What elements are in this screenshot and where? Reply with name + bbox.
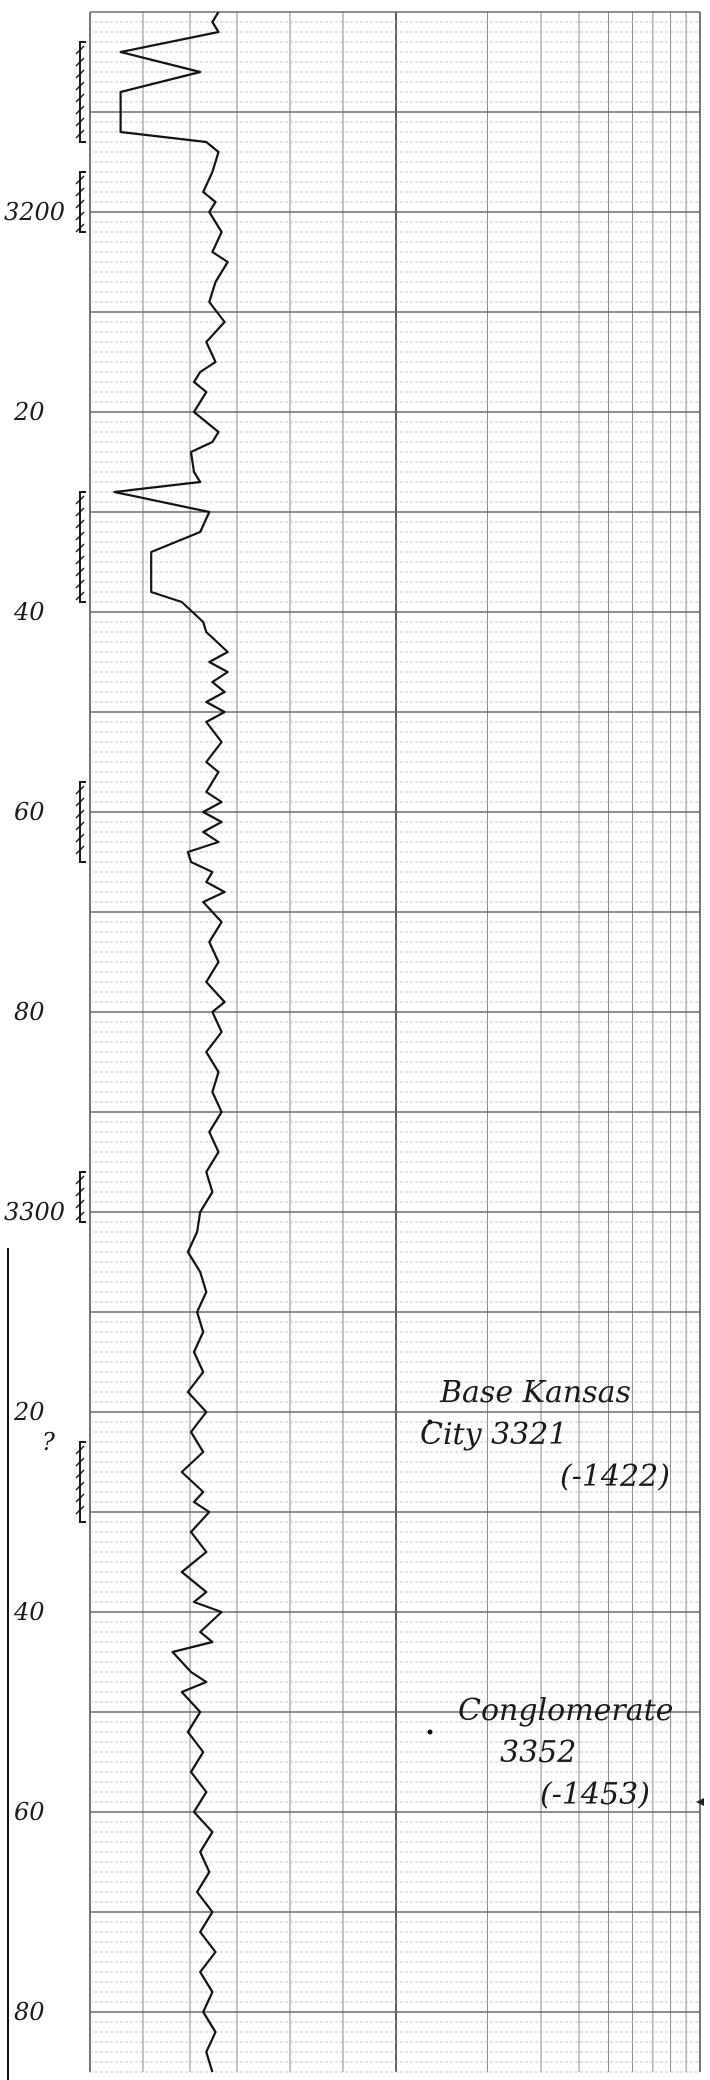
bracket-hatch	[75, 591, 85, 601]
depth-tick-label: 40	[13, 1598, 45, 1626]
question-mark-label: ?	[42, 1428, 55, 1456]
interval-bracket	[79, 1441, 86, 1523]
bracket-hatch	[75, 1505, 85, 1515]
bracket-hatch	[75, 519, 85, 529]
formation-top-dot	[427, 1419, 433, 1425]
bracket-hatch	[75, 1175, 85, 1185]
bracket-hatch	[75, 797, 85, 807]
depth-tick-label: 3300	[4, 1198, 65, 1226]
bracket-hatch	[75, 187, 85, 197]
bracket-hatch	[75, 531, 85, 541]
annotation-line: 3352	[500, 1735, 576, 1770]
depth-axis-labels: 3200 20 40 60 80 3300 20 40 60 80?	[4, 198, 65, 2026]
bracket-hatch	[75, 45, 85, 55]
bracket-hatch	[75, 199, 85, 209]
annotation-line: Base Kansas	[439, 1375, 631, 1410]
bracket-hatch	[75, 809, 85, 819]
bracket-hatch	[75, 57, 85, 67]
bracket-hatch	[75, 81, 85, 91]
bracket-hatch	[75, 1187, 85, 1197]
annotation-line: (-1453)	[540, 1777, 650, 1812]
bracket-hatch	[75, 555, 85, 565]
interval-bracket	[79, 781, 86, 863]
bracket-hatch	[75, 1199, 85, 1209]
interval-bracket	[79, 1171, 86, 1223]
bracket-hatch	[75, 579, 85, 589]
formation-annotations: Base Kansas City 3321 (-1422) Conglomerate 3…	[420, 1375, 673, 1812]
interval-brackets	[75, 41, 86, 1523]
bracket-hatch	[75, 1481, 85, 1491]
depth-tick-label: 40	[13, 598, 45, 626]
bracket-hatch	[75, 567, 85, 577]
bracket-hatch	[75, 129, 85, 139]
bracket-hatch	[75, 845, 85, 855]
interval-bracket	[79, 41, 86, 143]
depth-tick-label: 60	[14, 798, 45, 826]
bracket-hatch	[75, 1445, 85, 1455]
log-curve	[113, 11, 229, 2073]
bracket-hatch	[75, 1211, 85, 1221]
bracket-hatch	[75, 507, 85, 517]
depth-tick-label: 20	[13, 1398, 45, 1426]
bracket-hatch	[75, 223, 85, 233]
bracket-hatch	[75, 175, 85, 185]
annotation-line: City 3321	[420, 1417, 567, 1452]
depth-tick-label: 60	[14, 1798, 45, 1826]
annotation-line: Conglomerate	[458, 1693, 673, 1728]
bracket-hatch	[75, 105, 85, 115]
bracket-hatch	[75, 1493, 85, 1503]
pointer-mark	[696, 1798, 704, 1806]
bracket-hatch	[75, 1457, 85, 1467]
bracket-hatch	[75, 69, 85, 79]
bracket-hatch	[75, 785, 85, 795]
bracket-hatch	[75, 117, 85, 127]
bracket-hatch	[75, 211, 85, 221]
bracket-hatch	[75, 1469, 85, 1479]
depth-tick-label: 80	[14, 1998, 45, 2026]
interval-bracket	[79, 171, 86, 233]
bracket-hatch	[75, 495, 85, 505]
bracket-hatch	[75, 543, 85, 553]
formation-top-dot	[427, 1729, 433, 1735]
depth-tick-label: 80	[14, 998, 45, 1026]
depth-tick-label: 20	[13, 398, 45, 426]
annotation-line: (-1422)	[560, 1459, 670, 1494]
bracket-hatch	[75, 821, 85, 831]
bracket-hatch	[75, 833, 85, 843]
bracket-hatch	[75, 93, 85, 103]
depth-tick-label: 3200	[4, 198, 65, 226]
